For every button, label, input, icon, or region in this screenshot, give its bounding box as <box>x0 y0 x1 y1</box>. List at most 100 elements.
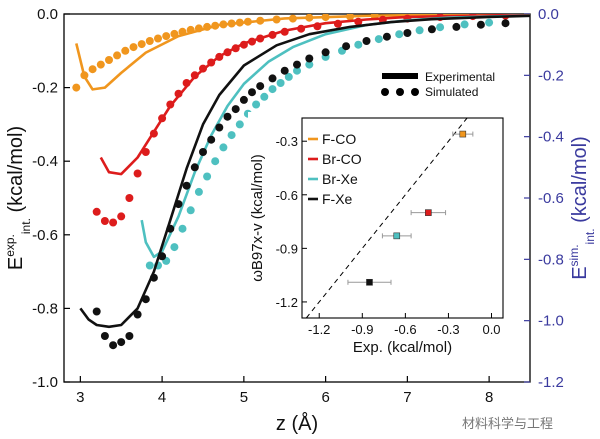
simulated-point <box>280 66 289 75</box>
simulated-point <box>297 24 306 33</box>
inset-marker <box>459 130 467 138</box>
inset-points <box>347 130 474 286</box>
simulated-point <box>174 200 183 209</box>
simulated-point <box>321 48 330 57</box>
legend-experimental-swatch <box>382 73 418 79</box>
simulated-point <box>436 23 445 32</box>
simulated-point <box>211 21 220 30</box>
simulated-point <box>256 82 265 91</box>
simulated-point <box>395 30 404 39</box>
simulated-point <box>243 17 252 26</box>
simulated-point <box>293 66 301 75</box>
simulated-point <box>215 52 224 61</box>
inset-y-tick-label: -0.3 <box>276 134 298 149</box>
inset-marker <box>425 209 432 216</box>
inset-x-tick-label: -1.2 <box>308 322 330 337</box>
inset-legend-label: Br-CO <box>322 151 362 167</box>
simulated-point <box>207 135 216 144</box>
simulated-point <box>190 71 199 80</box>
simulated-point <box>158 114 167 123</box>
y-right-tick-label: -0.2 <box>538 67 564 84</box>
simulated-point <box>333 19 342 28</box>
simulated-point <box>382 32 391 41</box>
simulated-point <box>100 217 109 225</box>
main-chart: 3 4 5 6 7 8 -1.0 -0.8 -0.6 -0.4 -0.2 0.0 -1.2 -1.0 -0.… <box>3 6 597 435</box>
inset-point-f-xe <box>347 278 392 286</box>
simulated-point <box>501 19 510 28</box>
inset-point-f-co <box>452 130 474 138</box>
y-right-tick-label: -0.6 <box>538 190 564 207</box>
x-tick-label: 4 <box>158 389 166 406</box>
inset-y-tick-label: -0.9 <box>276 241 298 256</box>
y-left-sub: int. <box>19 218 33 234</box>
simulated-point <box>362 37 371 45</box>
simulated-point <box>223 48 232 57</box>
simulated-point <box>137 40 146 49</box>
y-right-sub: int. <box>583 228 597 244</box>
inset-chart: -1.2 -0.9 -0.6 -0.3 0.0 -1.2 -0.9 -0.6 -0.3 F-CO… <box>248 112 510 358</box>
simulated-point <box>194 24 203 33</box>
simulated-point <box>117 338 126 347</box>
simulated-point <box>305 14 314 22</box>
simulated-point <box>260 92 269 101</box>
simulated-point <box>145 261 154 270</box>
y-axis-label-left: Eexp.int. (kcal/mol) <box>3 126 33 270</box>
simulated-point <box>125 332 134 340</box>
simulated-point <box>452 22 461 31</box>
inset-axis-ticks: -1.2 -0.9 -0.6 -0.3 0.0 -1.2 -0.9 -0.6 -0.3 <box>276 134 501 337</box>
simulated-point <box>268 85 277 94</box>
y-left-main: E <box>5 257 27 270</box>
simulated-point <box>248 88 256 97</box>
simulated-point <box>215 123 224 132</box>
experimental-line <box>75 14 530 91</box>
simulated-point <box>109 341 118 350</box>
simulated-point <box>476 20 485 29</box>
simulated-point <box>284 72 293 81</box>
simulated-point <box>219 20 228 29</box>
simulated-point <box>203 172 212 181</box>
simulated-point <box>199 148 207 156</box>
simulated-point <box>158 252 167 261</box>
simulated-point <box>129 43 138 52</box>
simulated-point <box>346 14 355 21</box>
simulated-point <box>141 295 150 304</box>
main-axis-ticks: 3 4 5 6 7 8 -1.0 -0.8 -0.6 -0.4 -0.2 0.0 -1.2 -1.0 -0.… <box>32 6 564 406</box>
simulated-point <box>256 34 265 43</box>
inset-y-axis-label: ωB97x-v (kcal/mol) <box>249 154 266 282</box>
simulated-point <box>239 40 248 49</box>
simulated-point <box>133 169 142 178</box>
simulated-point <box>182 79 191 87</box>
main-series <box>72 14 530 350</box>
inset-x-tick-label: -0.9 <box>351 322 373 337</box>
inset-diagonal-line <box>305 117 468 319</box>
simulated-point <box>178 224 187 233</box>
y-left-unit: (kcal/mol) <box>5 126 27 218</box>
x-tick-label: 8 <box>485 389 493 406</box>
inset-point-br-co <box>410 209 447 216</box>
simulated-point <box>96 60 105 69</box>
x-tick-label: 3 <box>76 389 84 406</box>
simulated-point <box>239 95 248 104</box>
simulated-point <box>166 100 175 109</box>
simulated-point <box>427 25 436 34</box>
series-br-co <box>92 14 530 227</box>
inset-x-tick-label: -0.6 <box>394 322 416 337</box>
simulated-point <box>305 54 314 63</box>
y-right-unit: (kcal/mol) <box>569 136 591 228</box>
y-left-tick-label: -0.4 <box>32 153 58 170</box>
simulated-point <box>194 187 203 196</box>
simulated-point <box>117 212 126 221</box>
x-tick-label: 6 <box>321 389 329 406</box>
y-right-tick-label: -0.8 <box>538 251 564 268</box>
inset-plot-frame <box>301 117 504 319</box>
simulated-point <box>252 100 261 109</box>
watermark-text: 材料科学与工程 <box>462 416 553 432</box>
legend-simulated-dot <box>396 88 404 96</box>
simulated-point <box>374 35 383 44</box>
simulated-point <box>186 206 195 215</box>
y-left-tick-label: -0.8 <box>32 300 58 317</box>
simulated-point <box>460 20 469 29</box>
simulated-point <box>113 51 122 60</box>
y-left-tick-label: -1.0 <box>32 374 58 391</box>
simulated-point <box>256 16 265 25</box>
